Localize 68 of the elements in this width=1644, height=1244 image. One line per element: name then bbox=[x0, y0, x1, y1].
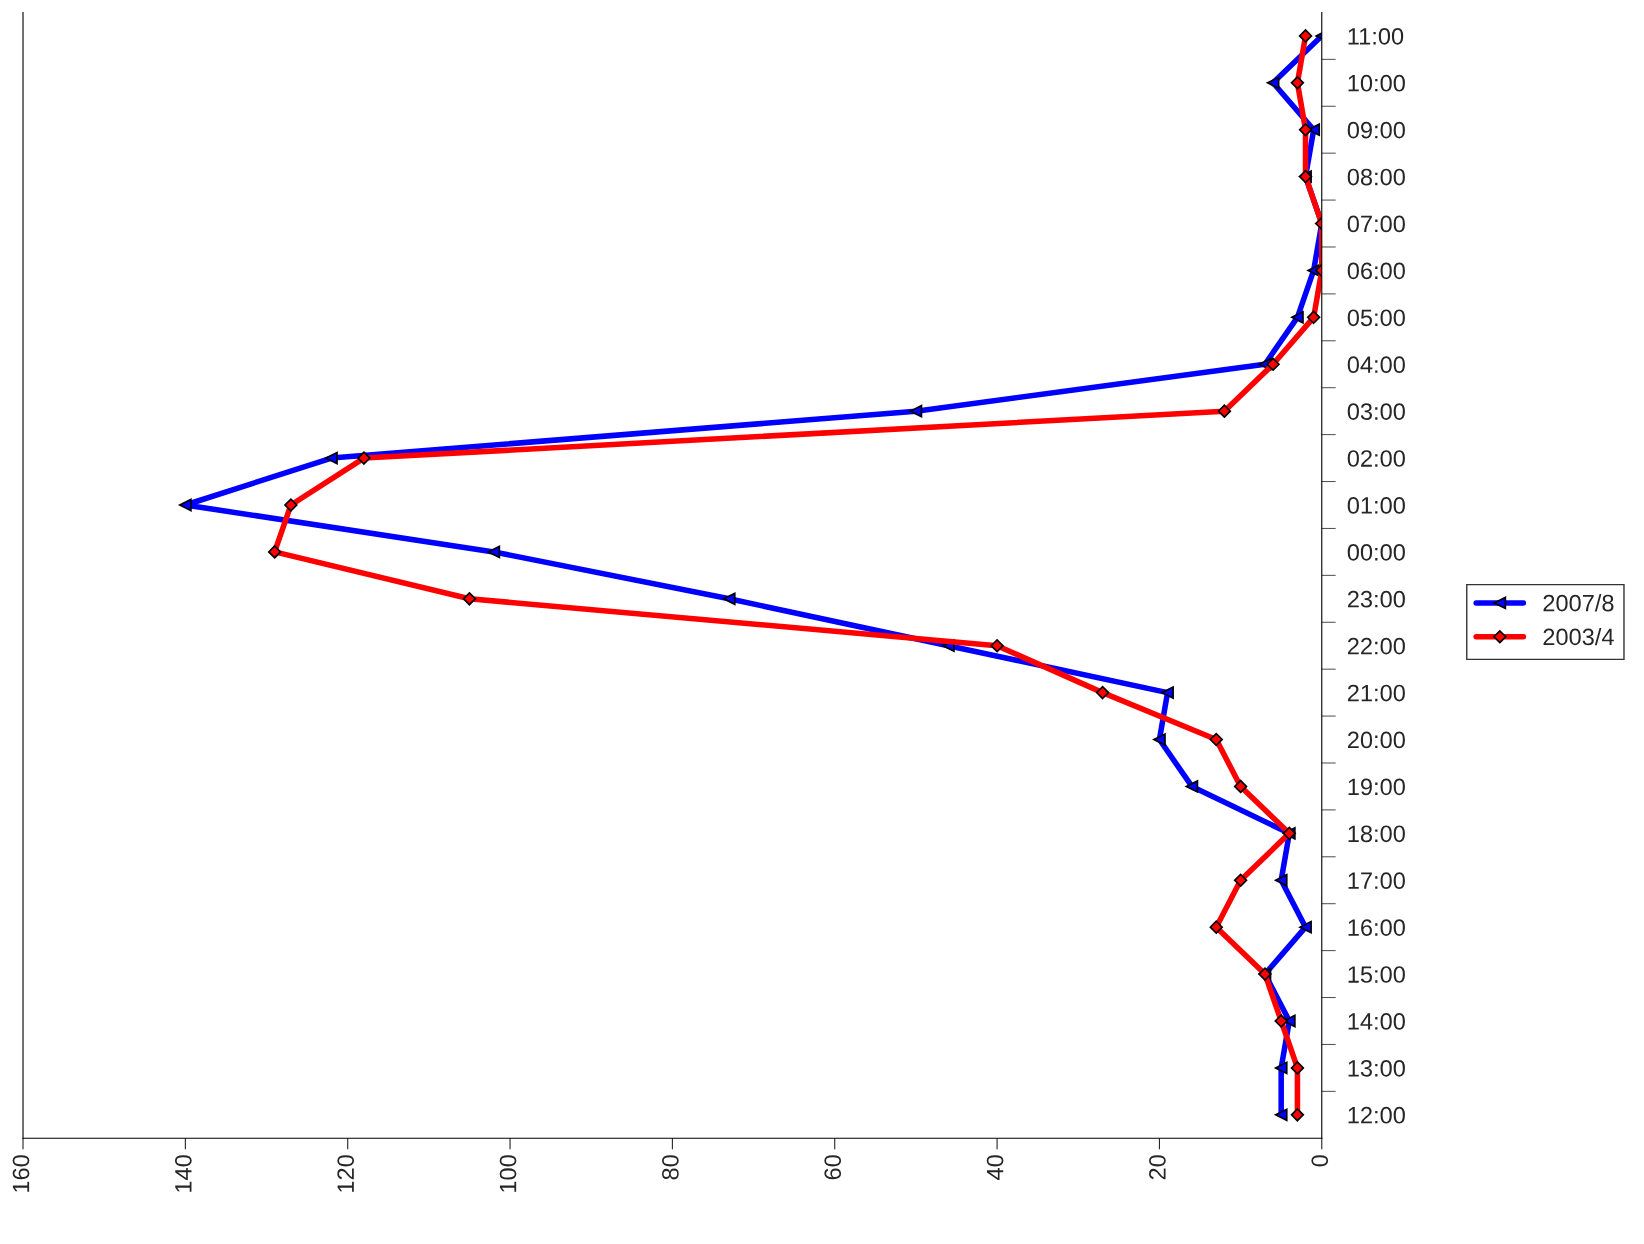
x-tick-label: 80 bbox=[662, 1155, 679, 1180]
point bbox=[178, 498, 192, 512]
y-tick-label: 22:00 bbox=[1347, 637, 1405, 655]
point bbox=[1266, 357, 1280, 371]
point bbox=[1299, 920, 1312, 934]
point bbox=[990, 638, 1004, 653]
y-tick-label: 19:00 bbox=[1348, 778, 1405, 796]
y-tick-label: 21:00 bbox=[1347, 684, 1405, 702]
x-tick-label: 140 bbox=[174, 1155, 192, 1192]
x-tick-label: 0 bbox=[1311, 1155, 1329, 1167]
point bbox=[1185, 780, 1199, 793]
y-tick-label: 03:00 bbox=[1347, 403, 1405, 420]
point bbox=[722, 592, 736, 606]
point bbox=[325, 451, 338, 465]
y-tick-label: 00:00 bbox=[1347, 543, 1405, 561]
x-tick-label: 60 bbox=[824, 1155, 842, 1180]
y-tick-label: 15:00 bbox=[1348, 966, 1405, 983]
y-tick-label: 01:00 bbox=[1347, 497, 1405, 514]
point bbox=[284, 498, 298, 512]
y-tick-label: 12:00 bbox=[1348, 1106, 1405, 1124]
y-tick-label: 14:00 bbox=[1348, 1013, 1405, 1030]
point bbox=[1233, 873, 1248, 887]
y-tick-label: 17:00 bbox=[1348, 872, 1405, 890]
x-tick-label: 160 bbox=[12, 1155, 30, 1192]
legend-label: 2007/8 bbox=[1543, 594, 1614, 612]
point bbox=[1298, 122, 1313, 137]
y-tick-label: 04:00 bbox=[1347, 356, 1405, 374]
y-tick-label: 07:00 bbox=[1347, 215, 1405, 233]
y-tick-label: 08:00 bbox=[1347, 168, 1405, 186]
point bbox=[1274, 1061, 1288, 1075]
y-tick-label: 02:00 bbox=[1347, 450, 1405, 467]
y-tick-label: 18:00 bbox=[1348, 825, 1405, 843]
point bbox=[267, 545, 282, 559]
y-tick-label: 09:00 bbox=[1347, 121, 1405, 139]
y-tick-label: 13:00 bbox=[1348, 1059, 1405, 1077]
point bbox=[1095, 685, 1110, 700]
point bbox=[1209, 920, 1223, 934]
point bbox=[462, 592, 477, 606]
point bbox=[1274, 873, 1288, 887]
y-tick-label: 10:00 bbox=[1348, 74, 1405, 92]
point bbox=[1290, 1108, 1305, 1122]
y-tick-label: 20:00 bbox=[1347, 731, 1405, 749]
point bbox=[1290, 76, 1305, 90]
point bbox=[909, 404, 923, 418]
y-tick-label: 23:00 bbox=[1347, 590, 1405, 608]
point bbox=[1153, 733, 1166, 746]
point bbox=[1217, 404, 1232, 418]
point bbox=[1298, 29, 1313, 43]
point bbox=[357, 451, 371, 465]
x-tick-label: 120 bbox=[337, 1155, 355, 1192]
point bbox=[1306, 310, 1321, 325]
point bbox=[1209, 732, 1223, 747]
y-tick-label: 11:00 bbox=[1348, 27, 1404, 45]
x-tick-label: 40 bbox=[986, 1155, 1004, 1180]
x-tick-label: 20 bbox=[1149, 1155, 1166, 1180]
point bbox=[1274, 1108, 1288, 1122]
y-tick-label: 16:00 bbox=[1348, 919, 1405, 936]
legend-label: 2003/4 bbox=[1543, 627, 1614, 646]
point bbox=[1161, 686, 1174, 700]
x-tick-label: 100 bbox=[499, 1155, 517, 1192]
point bbox=[1233, 779, 1248, 794]
y-tick-label: 06:00 bbox=[1347, 262, 1405, 280]
point bbox=[1291, 310, 1304, 324]
y-tick-label: 05:00 bbox=[1347, 309, 1405, 327]
point bbox=[487, 545, 501, 559]
point bbox=[1274, 1014, 1288, 1028]
point bbox=[1266, 76, 1280, 90]
point bbox=[1290, 1061, 1305, 1075]
